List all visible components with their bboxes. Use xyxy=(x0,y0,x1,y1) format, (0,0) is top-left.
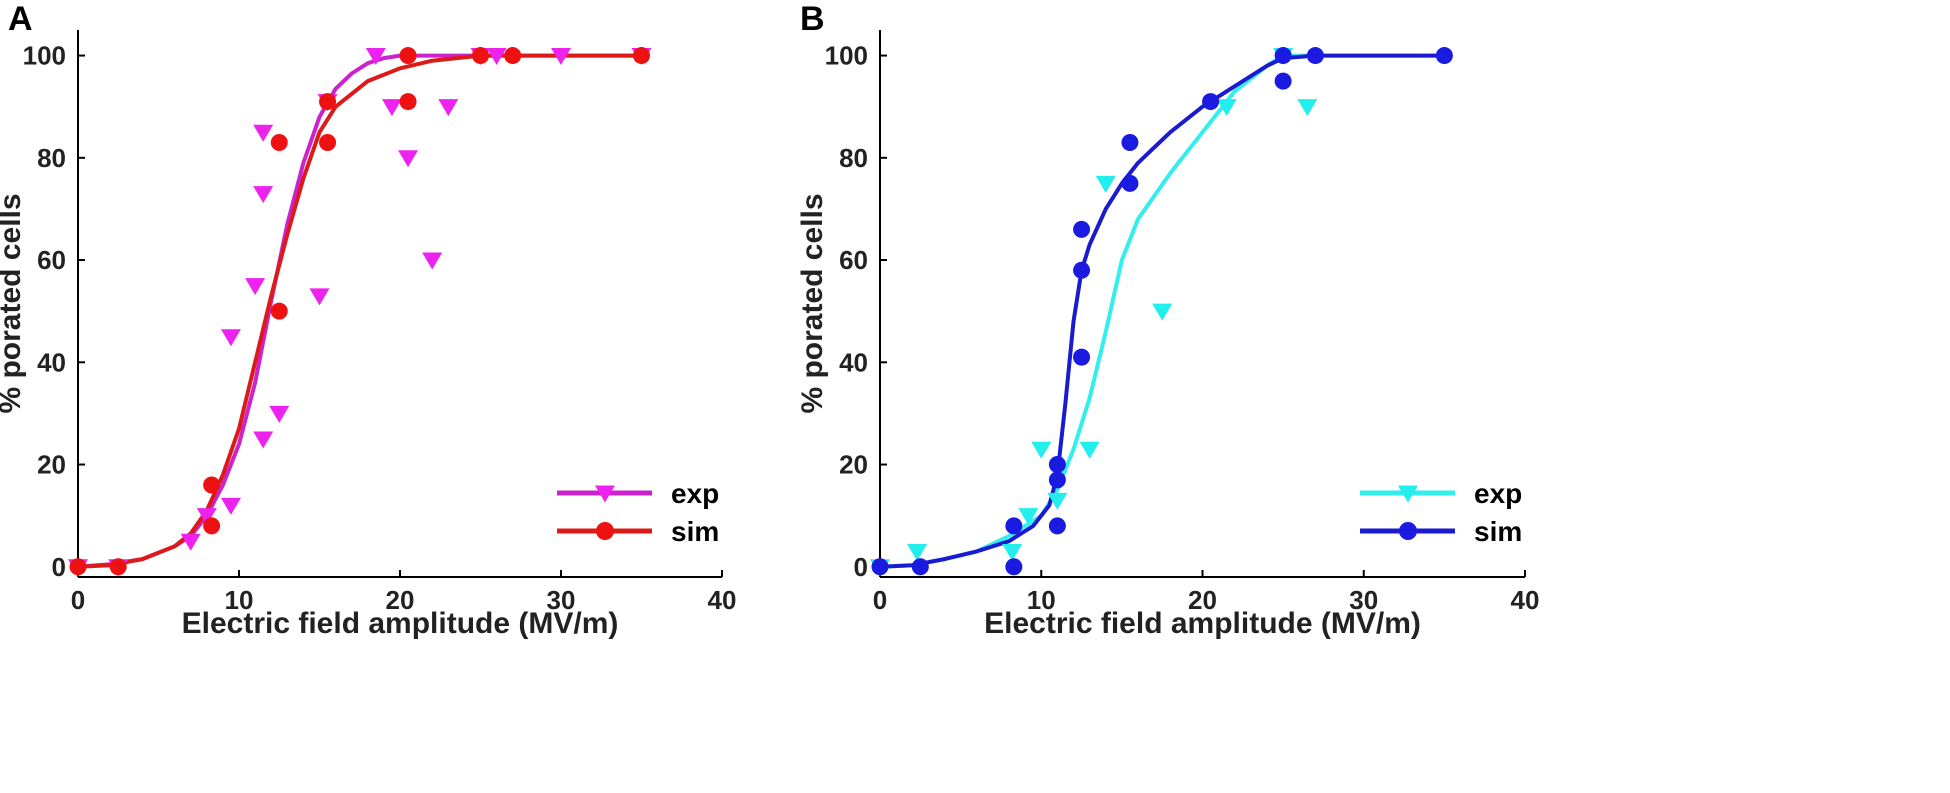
data-point-exp xyxy=(1079,441,1100,459)
x-tick-label: 30 xyxy=(1349,585,1378,615)
x-tick-label: 20 xyxy=(386,585,415,615)
data-point-exp xyxy=(309,288,330,306)
data-point-sim xyxy=(1121,174,1139,192)
data-point-sim xyxy=(1005,558,1023,576)
legend-label-sim: sim xyxy=(671,516,719,547)
legend-marker-sim xyxy=(596,522,614,540)
data-point-sim xyxy=(1048,456,1066,474)
data-point-sim xyxy=(1306,47,1324,65)
data-point-sim xyxy=(633,47,650,65)
data-point-sim xyxy=(1274,47,1292,65)
data-point-exp xyxy=(1216,99,1237,117)
data-point-exp xyxy=(220,329,241,347)
series-line-sim xyxy=(77,53,642,569)
data-point-exp xyxy=(398,150,419,168)
data-point-sim xyxy=(1073,348,1091,366)
y-tick-label: 40 xyxy=(839,347,868,377)
y-tick-label: 0 xyxy=(854,552,868,582)
series-line-exp xyxy=(77,53,642,569)
y-tick-label: 80 xyxy=(37,143,66,173)
y-tick-label: 60 xyxy=(37,245,66,275)
y-tick-label: 0 xyxy=(52,552,66,582)
data-point-exp xyxy=(1152,303,1173,321)
data-point-exp xyxy=(551,48,571,66)
y-tick-label: 100 xyxy=(23,41,66,71)
data-point-sim xyxy=(399,93,417,111)
data-point-exp xyxy=(486,48,507,66)
data-point-sim xyxy=(1121,133,1139,151)
data-point-exp xyxy=(1018,508,1039,526)
data-point-exp xyxy=(269,405,290,423)
x-axis-title: Electric field amplitude (MV/m) xyxy=(182,607,619,640)
data-point-exp xyxy=(1095,175,1116,193)
x-tick-label: 40 xyxy=(708,585,737,615)
data-point-sim xyxy=(871,558,889,576)
data-point-sim xyxy=(319,133,337,151)
data-point-exp xyxy=(422,252,443,270)
y-tick-label: 60 xyxy=(839,245,868,275)
panel-label: A xyxy=(8,0,33,38)
x-tick-label: 0 xyxy=(873,585,887,615)
data-point-exp xyxy=(1047,492,1068,510)
data-point-sim xyxy=(1202,93,1220,111)
data-point-sim xyxy=(1073,220,1091,238)
data-point-sim xyxy=(270,133,288,151)
panel-a: A 0 10 20 30 40 0 20 40 60 80 100 Electric field amp… xyxy=(0,0,736,640)
data-point-exp xyxy=(220,497,241,515)
legend-label-exp: exp xyxy=(671,478,719,509)
data-point-exp xyxy=(253,186,274,204)
legend-marker-exp xyxy=(595,485,615,503)
y-tick-label: 40 xyxy=(37,347,66,377)
x-tick-label: 40 xyxy=(1511,585,1540,615)
data-point-exp xyxy=(253,431,274,449)
data-point-sim xyxy=(1048,471,1066,489)
y-axis-title: % porated cells xyxy=(796,193,829,413)
data-point-sim xyxy=(472,47,489,65)
y-tick-label: 80 xyxy=(839,143,868,173)
data-point-exp xyxy=(180,533,201,551)
y-tick-label: 20 xyxy=(37,450,66,480)
data-point-sim xyxy=(270,302,288,320)
data-point-sim xyxy=(1048,517,1066,535)
data-point-sim xyxy=(1435,47,1453,65)
data-point-sim xyxy=(1073,261,1091,279)
data-point-exp xyxy=(907,543,928,561)
x-tick-label: 10 xyxy=(225,585,254,615)
x-axis-title: Electric field amplitude (MV/m) xyxy=(984,607,1421,640)
data-point-sim xyxy=(1274,72,1292,90)
series-line-sim xyxy=(879,53,1445,569)
data-point-sim xyxy=(109,558,127,576)
legend-label-exp: exp xyxy=(1474,478,1522,509)
legend-marker-sim xyxy=(1399,522,1417,540)
data-point-sim xyxy=(203,517,221,535)
data-point-sim xyxy=(399,47,417,65)
data-point-sim xyxy=(504,47,522,65)
data-point-exp xyxy=(1297,99,1318,117)
panel-b: B 0 10 20 30 40 0 20 40 60 80 100 Electric field amp… xyxy=(796,0,1539,640)
legend-label-sim: sim xyxy=(1474,516,1522,547)
x-tick-label: 20 xyxy=(1188,585,1217,615)
data-point-exp xyxy=(196,508,217,526)
data-point-exp xyxy=(1002,543,1023,561)
x-tick-label: 0 xyxy=(71,585,85,615)
data-point-sim xyxy=(911,558,929,576)
y-tick-label: 100 xyxy=(825,41,868,71)
data-point-exp xyxy=(245,278,266,296)
data-point-exp xyxy=(365,48,386,66)
y-tick-label: 20 xyxy=(839,450,868,480)
data-point-exp xyxy=(381,99,402,117)
data-point-exp xyxy=(438,99,459,117)
data-point-sim xyxy=(1005,517,1023,535)
data-point-sim xyxy=(203,476,221,494)
data-point-exp xyxy=(253,124,274,142)
x-tick-label: 30 xyxy=(547,585,576,615)
x-tick-label: 10 xyxy=(1027,585,1056,615)
y-axis-title: % porated cells xyxy=(0,193,27,413)
data-point-sim xyxy=(319,93,337,111)
data-point-sim xyxy=(69,558,87,576)
legend-marker-exp xyxy=(1398,485,1418,503)
panel-label: B xyxy=(800,0,825,38)
data-point-exp xyxy=(1031,441,1052,459)
